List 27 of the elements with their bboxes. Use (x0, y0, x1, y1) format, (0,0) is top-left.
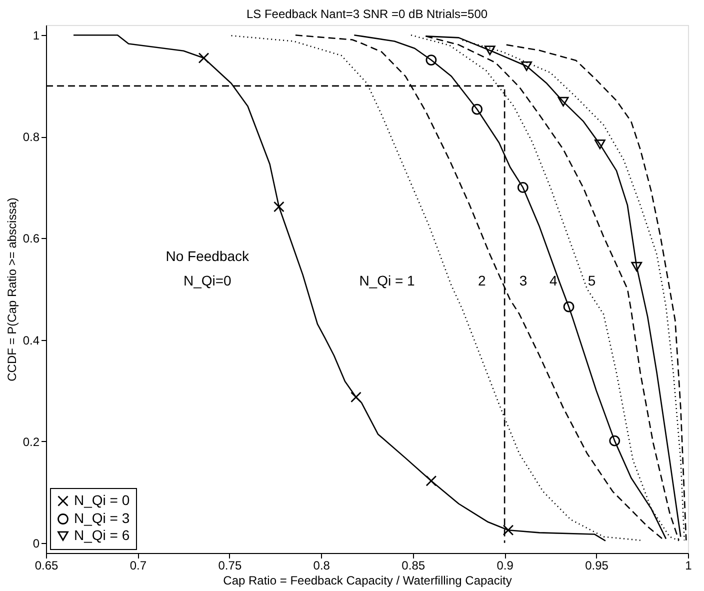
annotation: 4 (550, 272, 558, 289)
annotation: 2 (478, 272, 486, 289)
annotation: No Feedback (166, 248, 250, 264)
y-tick-label: 0.8 (22, 130, 40, 144)
y-tick-label: 0.6 (22, 232, 40, 246)
legend-label: N_Qi = 3 (74, 510, 130, 526)
y-tick-label: 1 (32, 28, 40, 43)
chart-title: LS Feedback Nant=3 SNR =0 dB Ntrials=500 (246, 7, 488, 21)
x-tick-label: 0.8 (313, 558, 330, 572)
y-tick-label: 0.4 (22, 333, 40, 348)
y-tick-label: 0.2 (22, 434, 40, 449)
y-axis-title: CCDF = P(Cap Ratio >= abscissa) (4, 198, 19, 382)
annotation: 5 (588, 272, 596, 289)
annotation: N_Qi=0 (183, 272, 232, 289)
legend-label: N_Qi = 0 (74, 492, 130, 508)
x-axis-title: Cap Ratio = Feedback Capacity / Waterfilling Capacity (223, 574, 512, 588)
x-tick-label: 0.65 (34, 558, 58, 572)
annotation: N_Qi = 1 (359, 272, 416, 289)
y-tick-label: 0 (32, 536, 40, 550)
x-tick-label: 0.95 (585, 558, 609, 572)
x-tick-label: 1 (685, 558, 692, 572)
x-tick-label: 0.7 (130, 558, 147, 572)
x-tick-label: 0.9 (496, 558, 514, 572)
x-tick-label: 0.85 (402, 558, 426, 572)
legend-label: N_Qi = 6 (74, 527, 130, 543)
annotation: 3 (519, 272, 528, 289)
x-tick-label: 0.75 (218, 558, 242, 572)
